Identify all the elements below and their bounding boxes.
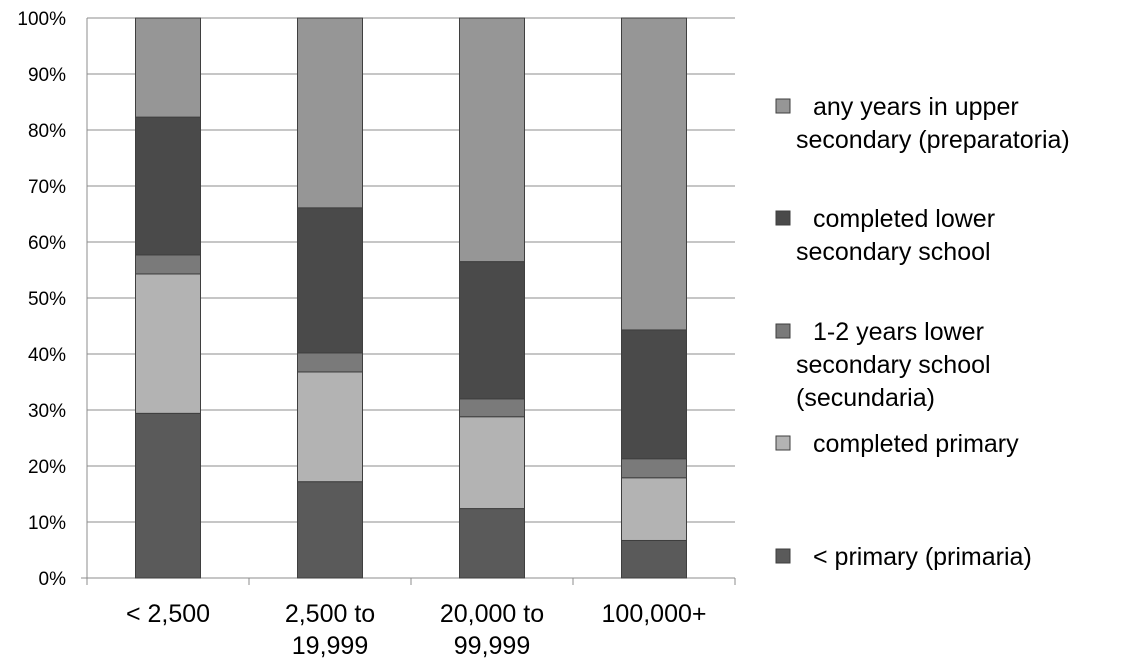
bar-segment — [459, 17, 525, 263]
y-tick-label: 60% — [28, 233, 66, 254]
bar-segment — [135, 412, 201, 579]
x-tick-label: 19,999 — [292, 632, 368, 660]
bar-segment — [621, 329, 687, 460]
legend-swatch — [775, 548, 791, 564]
legend-label: (secundaria) — [796, 384, 935, 412]
bar-segment — [135, 273, 201, 414]
bar-segment — [297, 17, 363, 209]
bar-segment — [621, 458, 687, 479]
x-tick-label: < 2,500 — [126, 600, 210, 628]
bar-segment — [459, 398, 525, 418]
legend-label: < primary (primaria) — [813, 543, 1032, 571]
legend-label: 1-2 years lower — [813, 318, 984, 346]
y-tick-label: 40% — [28, 345, 66, 366]
bar-segment — [135, 254, 201, 275]
bar-segment — [459, 508, 525, 579]
x-tick-label: 2,500 to — [285, 600, 375, 628]
legend-swatch — [775, 323, 791, 339]
y-tick-label: 80% — [28, 121, 66, 142]
legend-label: secondary (preparatoria) — [796, 126, 1070, 154]
y-tick-label: 90% — [28, 65, 66, 86]
legend-label: secondary school — [796, 351, 991, 379]
bar-segment — [459, 261, 525, 400]
legend-label: any years in upper — [813, 93, 1019, 121]
y-tick-label: 10% — [28, 513, 66, 534]
y-tick-label: 30% — [28, 401, 66, 422]
legend-label: completed primary — [813, 430, 1019, 458]
bar-segment — [459, 416, 525, 510]
y-tick-label: 0% — [39, 569, 67, 590]
bar-segment — [621, 477, 687, 541]
legend-label: secondary school — [796, 238, 991, 266]
y-tick-label: 20% — [28, 457, 66, 478]
y-tick-label: 100% — [17, 9, 66, 30]
bar-segment — [621, 17, 687, 331]
x-tick-label: 20,000 to — [440, 600, 544, 628]
legend-swatch — [775, 98, 791, 114]
legend-swatch — [775, 210, 791, 226]
bar-segment — [297, 352, 363, 373]
bar-segment — [297, 371, 363, 483]
bar-segment — [297, 207, 363, 354]
x-tick-label: 99,999 — [454, 632, 530, 660]
bar-segment — [135, 116, 201, 256]
x-tick-label: 100,000+ — [602, 600, 707, 628]
y-tick-label: 70% — [28, 177, 66, 198]
legend-swatch — [775, 435, 791, 451]
y-tick-label: 50% — [28, 289, 66, 310]
bar-segment — [297, 481, 363, 579]
bar-segment — [135, 17, 201, 118]
legend-label: completed lower — [813, 205, 995, 233]
bar-segment — [621, 539, 687, 579]
